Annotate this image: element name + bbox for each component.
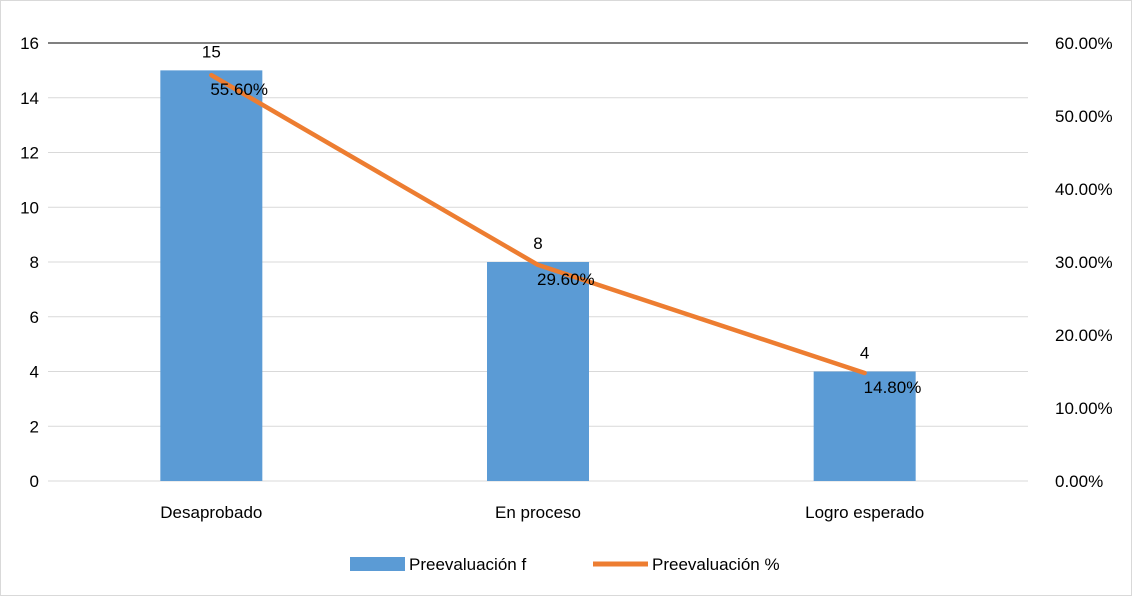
right-tick-label: 0.00% xyxy=(1055,472,1103,491)
bar xyxy=(160,70,263,481)
left-tick-label: 8 xyxy=(30,253,39,272)
right-tick-label: 50.00% xyxy=(1055,107,1113,126)
left-tick-label: 10 xyxy=(20,198,39,217)
bar-data-label: 15 xyxy=(202,42,221,61)
left-tick-label: 6 xyxy=(30,308,39,327)
line-data-label: 29.60% xyxy=(537,270,595,289)
legend-label-line: Preevaluación % xyxy=(652,555,780,574)
bar-series xyxy=(160,70,916,481)
line-series xyxy=(209,72,867,376)
bar xyxy=(487,262,589,481)
category-label: En proceso xyxy=(495,503,581,522)
legend-swatch-bar xyxy=(350,557,405,571)
left-tick-label: 12 xyxy=(20,144,39,163)
bar xyxy=(813,371,916,481)
left-tick-label: 2 xyxy=(30,417,39,436)
legend: Preevaluación f Preevaluación % xyxy=(350,555,780,574)
category-label: Desaprobado xyxy=(160,503,262,522)
category-labels: Desaprobado En proceso Logro esperado xyxy=(160,503,924,522)
line-data-label: 55.60% xyxy=(210,80,268,99)
bar-data-label: 4 xyxy=(860,344,869,363)
bar-data-label: 8 xyxy=(533,234,542,253)
data-labels: 15 8 4 55.60% 29.60% 14.80% xyxy=(202,42,921,397)
line-data-label: 14.80% xyxy=(864,378,922,397)
category-label: Logro esperado xyxy=(805,503,924,522)
right-tick-label: 10.00% xyxy=(1055,399,1113,418)
legend-label-bar: Preevaluación f xyxy=(409,555,526,574)
left-tick-label: 4 xyxy=(30,363,39,382)
left-axis-ticks: 0 2 4 6 8 10 12 14 16 xyxy=(20,34,39,491)
left-tick-label: 14 xyxy=(20,89,39,108)
right-axis-ticks: 0.00% 10.00% 20.00% 30.00% 40.00% 50.00% 60.00… xyxy=(1055,34,1113,491)
left-tick-label: 16 xyxy=(20,34,39,53)
left-tick-label: 0 xyxy=(30,472,39,491)
right-tick-label: 20.00% xyxy=(1055,326,1113,345)
right-tick-label: 60.00% xyxy=(1055,34,1113,53)
right-tick-label: 40.00% xyxy=(1055,180,1113,199)
right-tick-label: 30.00% xyxy=(1055,253,1113,272)
line-path xyxy=(209,72,867,376)
